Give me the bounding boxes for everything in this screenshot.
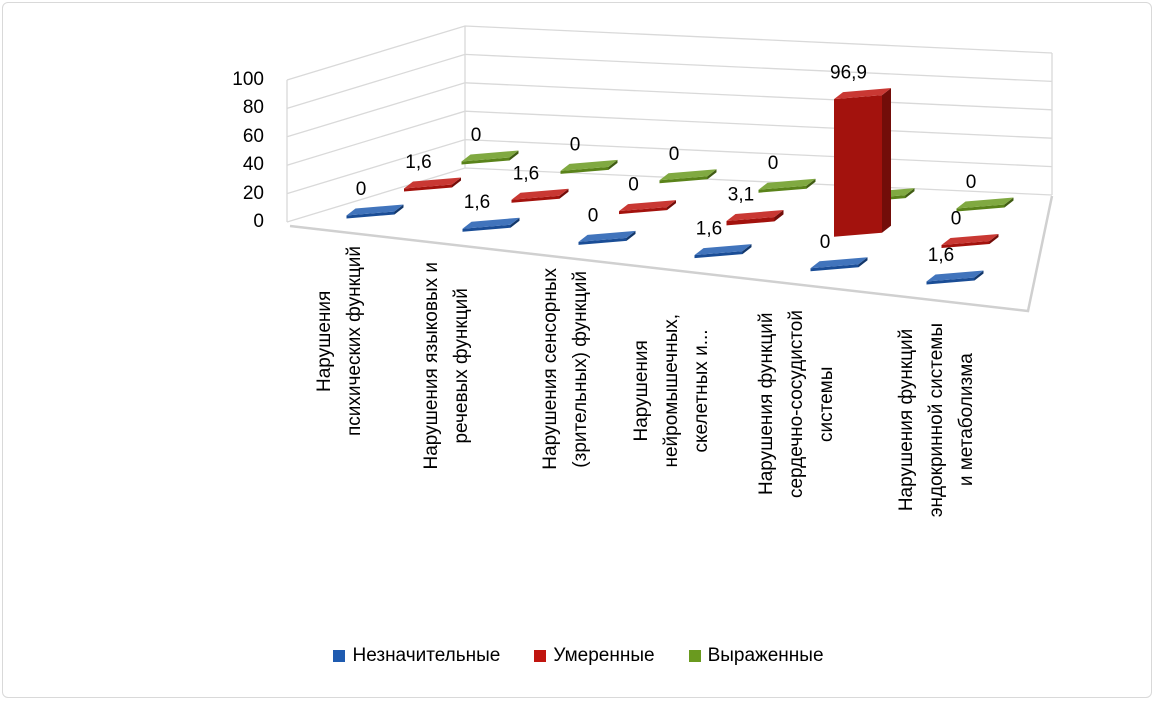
y-tick-label: 0: [253, 211, 264, 232]
floor-edge: [289, 195, 1054, 313]
bar-front: [810, 264, 859, 272]
bar-side: [626, 230, 636, 241]
bar-top: [404, 177, 461, 189]
bar-front: [694, 251, 743, 259]
bar-top: [659, 169, 717, 181]
legend: Незначительные Умеренные Выраженные: [0, 645, 1157, 667]
y-tick-label: 60: [242, 125, 264, 147]
bar-front: [758, 185, 807, 193]
bar-top: [834, 88, 891, 100]
data-label: 1,6: [928, 245, 954, 266]
bar-side: [608, 159, 618, 170]
legend-label: Незначительные: [352, 645, 501, 666]
data-label: 0: [356, 179, 367, 200]
bar-side: [905, 188, 915, 199]
data-label: 1,6: [513, 163, 539, 184]
bar-side: [806, 178, 816, 189]
data-label: 1,6: [405, 152, 431, 173]
bar-side: [667, 200, 676, 211]
bar-side: [452, 177, 461, 188]
x-tick-label: Нарушения сенсорных (зрительных) функций: [540, 268, 591, 470]
bar-front: [956, 204, 1005, 212]
data-label: 0: [820, 232, 831, 253]
x-tick-label: Нарушения функций сердечно-сосудистой си…: [756, 310, 837, 499]
bar-top: [511, 188, 569, 200]
bar-top: [956, 197, 1014, 209]
bar-top: [694, 244, 752, 256]
bar-top: [560, 159, 618, 171]
x-tick-label: Нарушения психических функций: [314, 246, 365, 437]
bar-top: [462, 217, 520, 229]
data-label: 0: [628, 175, 639, 196]
bar-front: [726, 216, 775, 226]
bar-top: [461, 150, 519, 162]
legend-item: Выраженные: [688, 645, 824, 667]
bar-side: [394, 204, 404, 215]
bar-front: [926, 277, 975, 285]
bar-top: [810, 257, 868, 269]
bar-top: [926, 270, 984, 282]
bar-front: [941, 241, 990, 248]
data-label: 1,6: [696, 219, 722, 240]
y-tick-label: 80: [242, 97, 264, 119]
bar-side: [858, 257, 868, 268]
bar-top: [619, 200, 676, 212]
bar-side: [742, 244, 752, 255]
gridline: [286, 53, 1053, 110]
data-label: 0: [768, 153, 779, 174]
bar-front: [404, 184, 452, 192]
bar-front: [834, 95, 882, 237]
bar-front: [578, 237, 627, 245]
bar-front: [659, 176, 708, 184]
data-label: 0: [951, 209, 962, 230]
bar-side: [882, 88, 891, 233]
bar-top: [941, 234, 999, 245]
bar-side: [510, 217, 520, 228]
bar-front: [462, 224, 511, 232]
bar-top: [758, 178, 816, 190]
legend-swatch: [333, 650, 346, 662]
y-tick-label: 100: [232, 69, 264, 90]
bar-top: [346, 204, 404, 216]
x-tick-label: Нарушения языковых и речевых функций: [421, 262, 472, 470]
legend-label: Умеренные: [553, 645, 655, 666]
legend-item: Умеренные: [534, 645, 655, 667]
legend-label: Выраженные: [707, 645, 824, 666]
bar-top: [726, 209, 784, 221]
x-tick-label: Нарушения нейромышечных, скелетных и...: [631, 314, 712, 468]
data-label: 0: [966, 172, 977, 193]
bar-front: [560, 166, 609, 174]
bar-side: [509, 150, 519, 161]
bar-front: [619, 207, 667, 215]
bar-front: [346, 211, 395, 219]
data-label: 0: [471, 125, 482, 146]
data-label: 0: [570, 134, 581, 155]
bar-top: [578, 230, 636, 242]
legend-swatch: [534, 650, 547, 662]
bar-side: [559, 188, 569, 199]
y-tick-label: 40: [242, 154, 264, 176]
data-label: 96,9: [830, 63, 867, 84]
bar-side: [974, 270, 984, 281]
bar-front: [511, 195, 560, 203]
legend-item: Незначительные: [333, 645, 500, 667]
legend-swatch: [688, 650, 701, 662]
bar-side: [774, 209, 784, 222]
x-tick-label: Нарушения функций эндокринной системы и …: [896, 323, 977, 518]
data-label: 0: [588, 205, 599, 226]
bar-front: [461, 157, 510, 165]
gridline: [286, 82, 1053, 138]
bar-side: [707, 169, 717, 180]
bar-side: [989, 234, 999, 244]
data-label: 1,6: [464, 192, 490, 213]
y-tick-label: 20: [242, 182, 264, 204]
data-label: 3,1: [728, 184, 754, 205]
data-label: 0: [669, 144, 680, 165]
bar-side: [1004, 197, 1014, 208]
gridline: [286, 25, 1053, 81]
